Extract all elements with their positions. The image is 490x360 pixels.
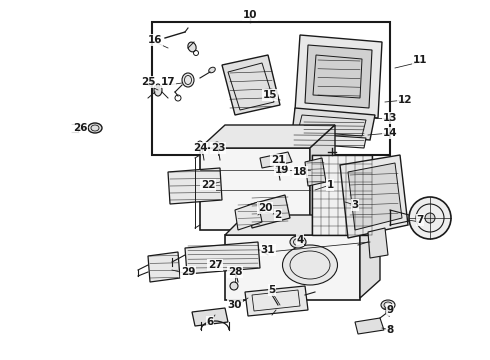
Text: 26: 26 — [73, 123, 87, 133]
Text: 28: 28 — [228, 267, 242, 277]
Polygon shape — [305, 45, 372, 108]
Polygon shape — [185, 242, 260, 274]
Polygon shape — [355, 318, 384, 334]
Ellipse shape — [197, 141, 203, 149]
Text: 2: 2 — [274, 210, 282, 220]
Polygon shape — [368, 228, 388, 258]
Polygon shape — [305, 158, 326, 186]
Ellipse shape — [182, 73, 194, 87]
Ellipse shape — [290, 236, 306, 248]
Polygon shape — [168, 168, 222, 204]
Polygon shape — [360, 215, 380, 298]
Text: 9: 9 — [387, 305, 393, 315]
Ellipse shape — [188, 42, 196, 52]
Polygon shape — [290, 133, 366, 148]
Text: 8: 8 — [387, 325, 393, 335]
Text: 24: 24 — [193, 143, 207, 153]
Polygon shape — [340, 155, 408, 238]
Polygon shape — [148, 252, 180, 282]
Polygon shape — [295, 35, 382, 118]
Text: 25: 25 — [141, 77, 155, 87]
Ellipse shape — [425, 213, 435, 223]
Bar — [312, 155, 372, 235]
Polygon shape — [222, 55, 280, 115]
Polygon shape — [225, 235, 360, 300]
Text: 20: 20 — [258, 203, 272, 213]
Text: 27: 27 — [208, 260, 222, 270]
Text: 11: 11 — [413, 55, 427, 65]
Ellipse shape — [154, 84, 162, 96]
Text: 4: 4 — [296, 235, 304, 245]
Text: 15: 15 — [263, 90, 277, 100]
Ellipse shape — [275, 161, 281, 167]
Polygon shape — [348, 163, 402, 230]
Bar — [152, 22, 390, 155]
Ellipse shape — [214, 142, 220, 148]
Ellipse shape — [276, 304, 284, 310]
Text: 22: 22 — [201, 180, 215, 190]
Polygon shape — [235, 202, 262, 230]
Polygon shape — [260, 152, 292, 168]
Polygon shape — [245, 286, 308, 316]
Text: 10: 10 — [243, 10, 257, 20]
Text: 21: 21 — [271, 155, 285, 165]
Polygon shape — [225, 215, 380, 235]
Ellipse shape — [209, 67, 215, 73]
Text: 29: 29 — [181, 267, 195, 277]
Text: 14: 14 — [383, 128, 397, 138]
Text: 18: 18 — [293, 167, 307, 177]
Polygon shape — [192, 308, 228, 326]
Ellipse shape — [88, 123, 102, 133]
Text: 3: 3 — [351, 200, 359, 210]
Text: 19: 19 — [275, 165, 289, 175]
Text: 16: 16 — [148, 35, 162, 45]
Text: 17: 17 — [161, 77, 175, 87]
Ellipse shape — [409, 197, 451, 239]
Text: 23: 23 — [211, 143, 225, 153]
Text: 6: 6 — [206, 317, 214, 327]
Polygon shape — [200, 148, 310, 230]
Text: 30: 30 — [228, 300, 242, 310]
Polygon shape — [292, 108, 375, 140]
Text: 13: 13 — [383, 113, 397, 123]
Ellipse shape — [283, 245, 338, 285]
Text: 12: 12 — [398, 95, 412, 105]
Text: 31: 31 — [261, 245, 275, 255]
Text: 5: 5 — [269, 285, 275, 295]
Text: 1: 1 — [326, 180, 334, 190]
Polygon shape — [310, 125, 335, 228]
Polygon shape — [200, 125, 335, 148]
Ellipse shape — [381, 300, 395, 310]
Polygon shape — [248, 195, 290, 228]
Ellipse shape — [230, 282, 238, 290]
Text: 7: 7 — [416, 215, 424, 225]
